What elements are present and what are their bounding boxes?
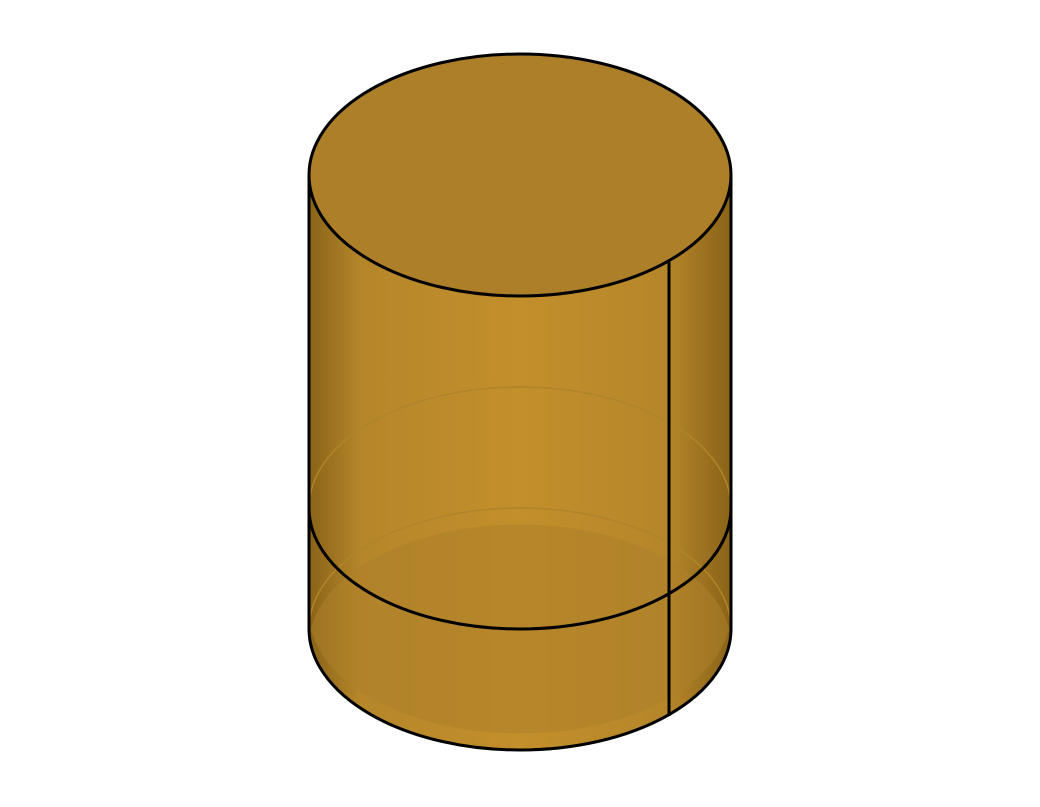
top-cap-face[interactable] <box>307 52 733 298</box>
bottom-front-edge <box>307 628 733 752</box>
hidden-back-edge-bottom <box>308 507 732 630</box>
middle-front-edge <box>307 507 733 631</box>
hidden-back-edge-middle <box>308 386 732 509</box>
